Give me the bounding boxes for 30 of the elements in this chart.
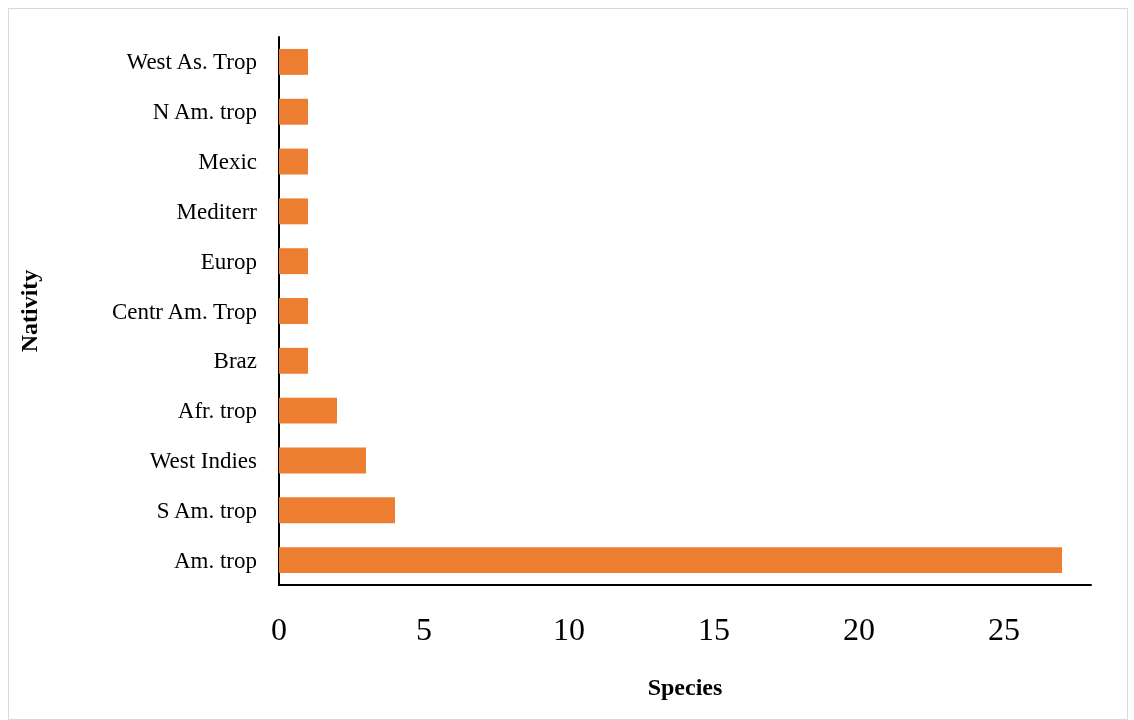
- x-tick-label: 25: [988, 611, 1020, 647]
- bar: [279, 397, 337, 424]
- y-tick-label: West Indies: [149, 447, 258, 473]
- bar: [279, 98, 308, 125]
- y-tick-label: Mexic: [198, 149, 257, 175]
- x-tick-label: 5: [416, 611, 432, 647]
- bar: [279, 248, 308, 275]
- bar: [279, 198, 308, 225]
- x-tick-label: 0: [271, 611, 287, 647]
- y-tick-label: West As. Trop: [126, 49, 257, 75]
- x-axis-title: Species: [647, 674, 723, 700]
- y-axis-title: Nativity: [16, 269, 42, 353]
- bar: [279, 298, 308, 324]
- y-tick-label: Europ: [200, 248, 257, 274]
- bar: [279, 547, 1062, 574]
- bar: [279, 48, 308, 75]
- y-tick-label: Mediterr: [176, 198, 258, 224]
- y-tick-label: S Am. trop: [156, 497, 257, 523]
- x-tick-label: 10: [553, 611, 585, 647]
- bar: [279, 148, 308, 175]
- bar: [279, 497, 395, 524]
- y-tick-label: Am. trop: [173, 547, 257, 573]
- x-tick-label: 15: [698, 611, 730, 647]
- y-tick-label: N Am. trop: [152, 99, 257, 125]
- y-tick-label: Centr Am. Trop: [111, 298, 257, 324]
- y-tick-label: Afr. trop: [177, 398, 257, 424]
- y-tick-label: Braz: [213, 348, 257, 374]
- bar: [279, 347, 308, 374]
- x-tick-label: 20: [843, 611, 875, 647]
- bar: [279, 447, 366, 474]
